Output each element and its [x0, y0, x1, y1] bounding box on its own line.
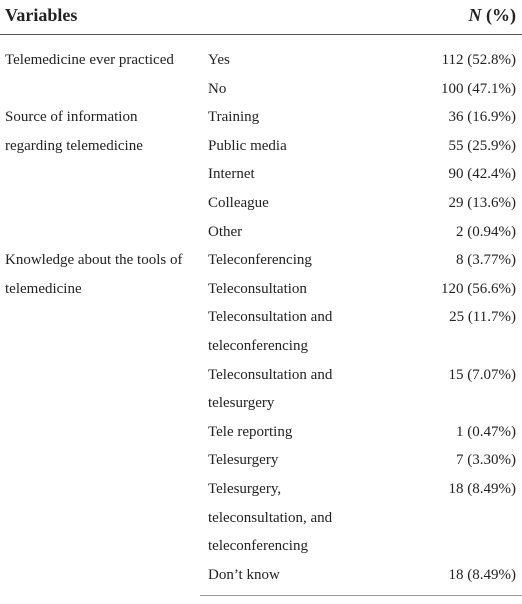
header-variables: Variables: [0, 0, 383, 35]
item-value: 18 (8.49%): [448, 480, 517, 497]
table-row: Don’t know 18 (8.49%): [0, 560, 522, 597]
table-row: Tele reporting 1 (0.47%): [0, 418, 522, 447]
item-value: 8 (3.77%): [456, 252, 516, 269]
item-label: Yes: [208, 52, 230, 68]
header-n-unit: (%): [486, 4, 516, 25]
item-label: Colleague: [208, 194, 269, 211]
item-label: Telesurgery, teleconsultation, and telec…: [208, 480, 333, 555]
table-row: Internet 90 (42.4%): [0, 160, 522, 189]
group-label: Telemedicine ever practiced: [5, 52, 174, 68]
table-row: No 100 (47.1%): [0, 75, 522, 104]
item-label: Teleconsultation and teleconferencing: [208, 309, 333, 354]
item-value: 100 (47.1%): [441, 80, 516, 97]
item-label: Teleconsultation and telesurgery: [208, 366, 333, 412]
item-value: 7 (3.30%): [456, 452, 516, 469]
item-label: Public media: [208, 137, 287, 154]
table-row: Telesurgery, teleconsultation, and telec…: [0, 475, 522, 561]
table-row: Knowledge about the tools of telemedicin…: [0, 246, 522, 297]
item-value: 2 (0.94%): [456, 223, 516, 240]
table-row: Colleague 29 (13.6%): [0, 189, 522, 218]
item-label: Training: [208, 109, 260, 126]
item-value: 120 (56.6%): [441, 280, 516, 297]
table-row: Teleconsultation and teleconferencing 25 …: [0, 303, 522, 360]
table-body: Telemedicine ever practiced Yes 112 (52.8%…: [0, 35, 522, 597]
item-value: 112 (52.8%): [441, 52, 516, 68]
table-row: Telemedicine ever practiced Yes 112 (52.8%…: [0, 35, 522, 75]
header-n-symbol: N: [468, 4, 482, 25]
table-row: Source of information regarding telemedi…: [0, 103, 522, 154]
item-value: 29 (13.6%): [448, 194, 517, 211]
item-value: 18 (8.49%): [383, 560, 522, 597]
item-label: No: [208, 80, 227, 97]
group-label: Knowledge about the tools of telemedicin…: [5, 252, 183, 297]
item-label: Internet: [208, 166, 255, 183]
item-label: Other: [208, 223, 243, 240]
item-value: 90 (42.4%): [448, 166, 517, 183]
table-row: Teleconsultation and telesurgery 15 (7.07…: [0, 361, 522, 418]
table-row: Teleconsultation 120 (56.6%): [0, 275, 522, 304]
item-label: Don’t know: [200, 560, 383, 597]
item-value: 25 (11.7%): [449, 309, 516, 326]
item-value: 36 (16.9%): [448, 109, 517, 126]
table-row: Public media 55 (25.9%): [0, 132, 522, 161]
group-label: Source of information regarding telemedi…: [5, 109, 143, 154]
item-label: Tele reporting: [208, 423, 293, 440]
table-row: Telesurgery 7 (3.30%): [0, 446, 522, 475]
table-row: Other 2 (0.94%): [0, 218, 522, 247]
header-row: Variables N (%): [0, 0, 522, 35]
header-n: N (%): [383, 0, 522, 35]
item-label: Teleconsultation: [208, 280, 307, 297]
item-label: Telesurgery: [208, 452, 279, 469]
item-value: 15 (7.07%): [448, 366, 517, 383]
item-label: Teleconferencing: [208, 252, 312, 269]
item-value: 1 (0.47%): [456, 423, 516, 440]
item-value: 55 (25.9%): [448, 137, 517, 154]
